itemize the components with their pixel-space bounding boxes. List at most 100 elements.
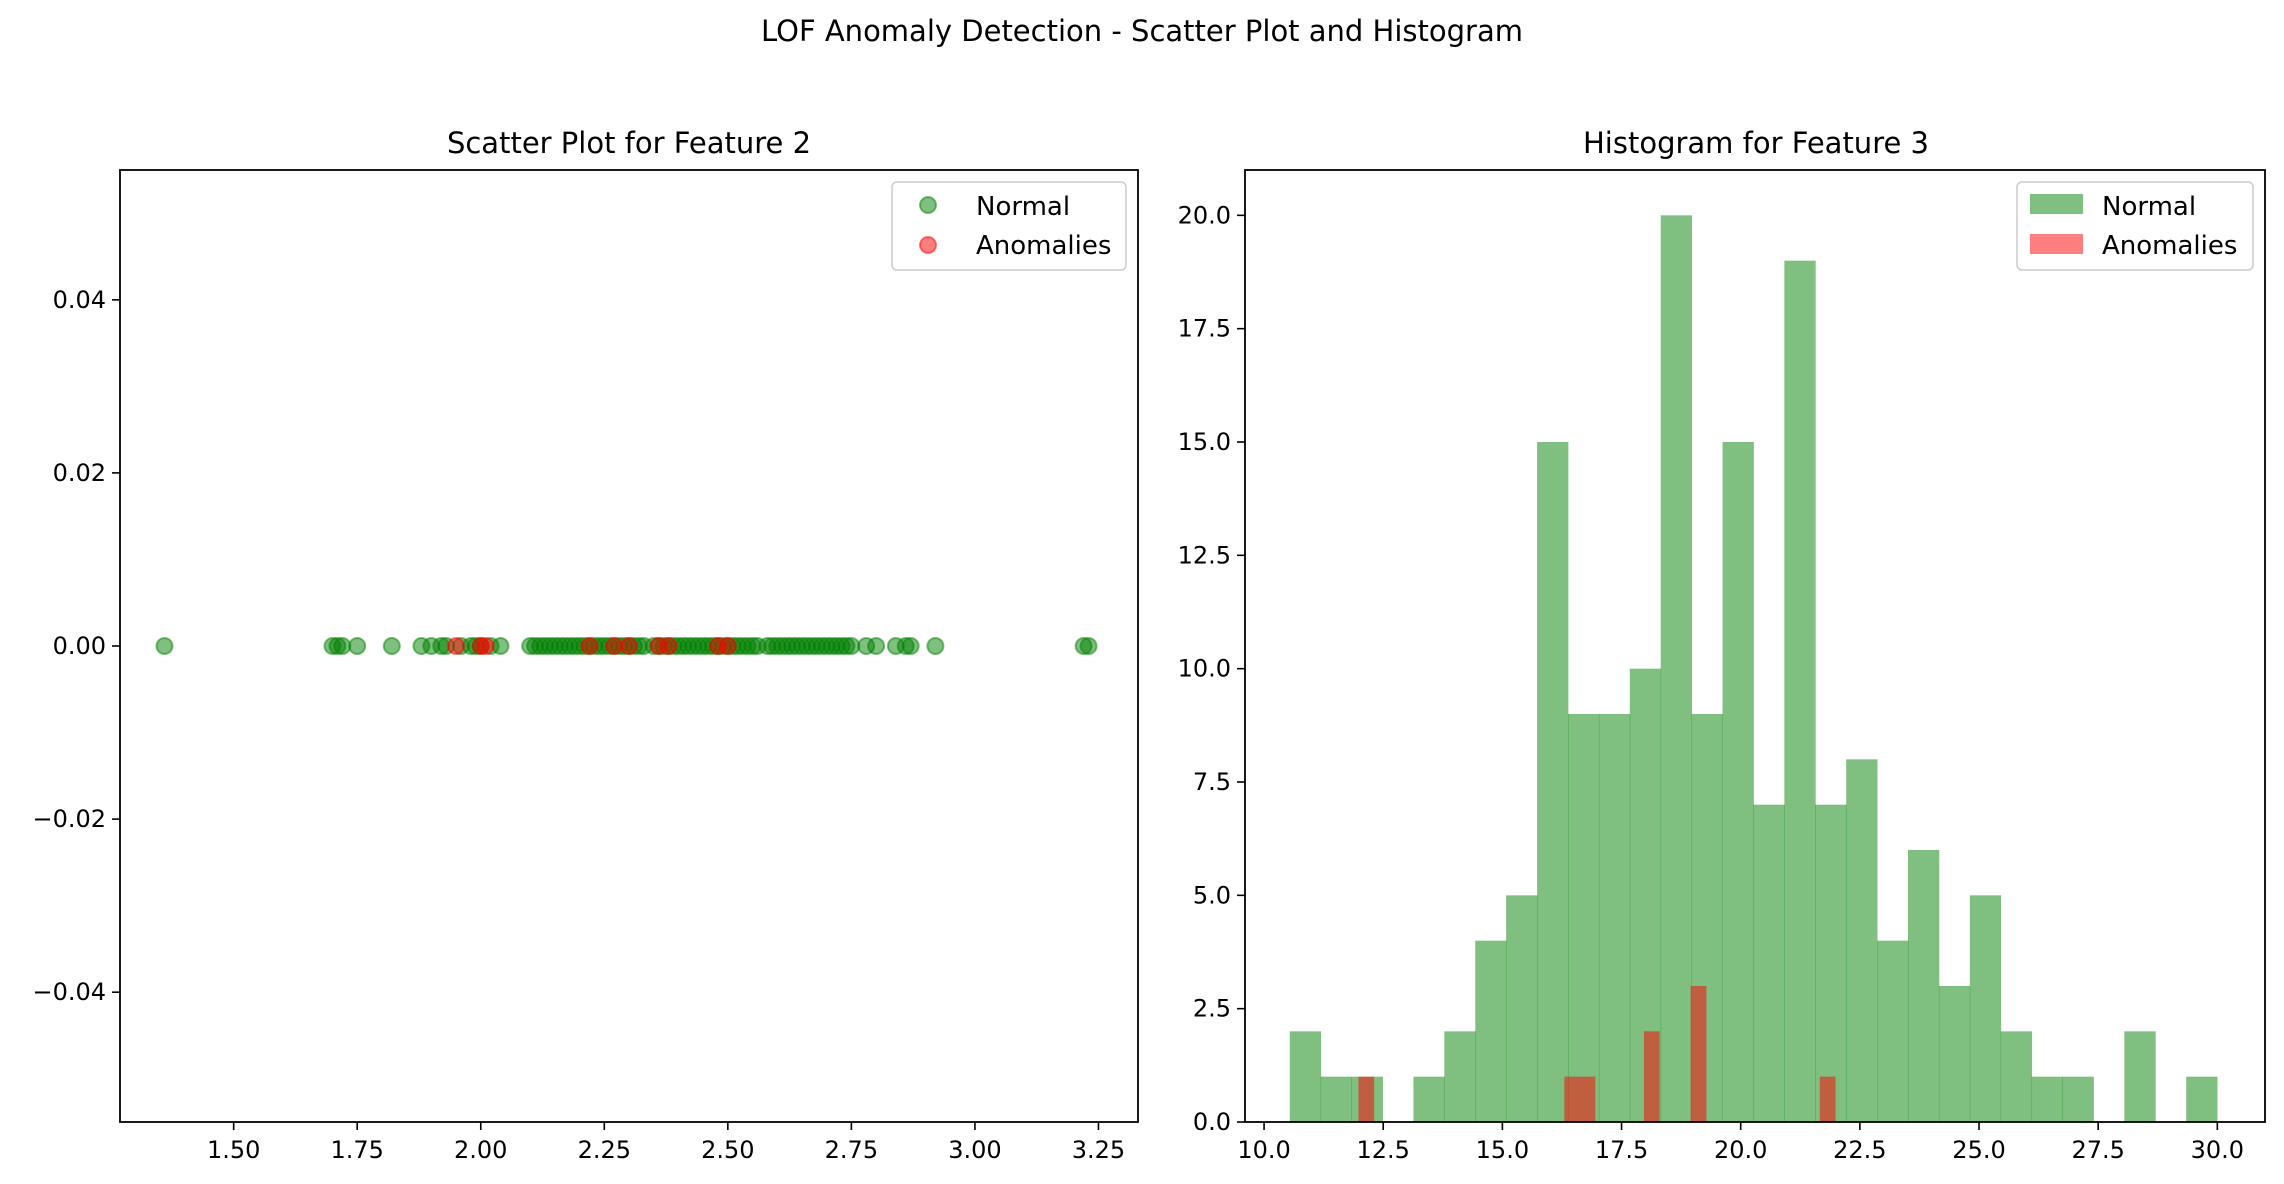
scatter-ytick-label: 0.00 <box>53 632 106 660</box>
histogram-xtick-label: 12.5 <box>1357 1136 1410 1164</box>
histogram-bar-normal <box>1444 1031 1476 1122</box>
scatter-ytick-label: 0.02 <box>53 459 106 487</box>
scatter-point-normal <box>901 637 920 655</box>
histogram-bar-anomaly <box>1358 1076 1375 1122</box>
scatter-xtick-label: 3.00 <box>948 1136 1001 1164</box>
scatter-point-normal <box>348 637 367 655</box>
scatter-xtick-label: 2.50 <box>701 1136 754 1164</box>
scatter-point-anomaly <box>620 637 638 655</box>
histogram-bar-normal <box>1877 940 1909 1122</box>
scatter-title: Scatter Plot for Feature 2 <box>447 126 811 160</box>
scatter-point-anomaly <box>447 637 466 655</box>
histogram-bars-anomalies <box>1358 986 1836 1122</box>
scatter-xtick-label: 3.25 <box>1072 1136 1125 1164</box>
scatter-point-anomaly <box>580 637 599 655</box>
scatter-point-anomaly <box>659 637 678 655</box>
histogram-bar-normal <box>1753 804 1785 1122</box>
scatter-legend-marker-anomalies <box>919 236 937 254</box>
histogram-bar-anomaly <box>1564 1076 1596 1122</box>
scatter-xtick-label: 2.75 <box>825 1136 878 1164</box>
histogram-ytick-label: 20.0 <box>1178 201 1231 229</box>
histogram-ytick-label: 0.0 <box>1193 1108 1231 1136</box>
histogram-bar-normal <box>2000 1031 2033 1122</box>
scatter-xtick-label: 2.00 <box>454 1136 507 1164</box>
histogram-ytick-label: 2.5 <box>1193 995 1231 1023</box>
histogram-bar-normal <box>1598 714 1631 1122</box>
histogram-ytick-label: 15.0 <box>1178 428 1231 456</box>
histogram-plot-frame <box>1244 169 2266 1123</box>
scatter-ytick-label: 0.04 <box>53 286 106 314</box>
histogram-bar-anomaly <box>1643 1031 1660 1122</box>
scatter-legend-label-normal: Normal <box>976 192 1070 222</box>
scatter-point-normal <box>926 637 945 655</box>
histogram-ytick-label: 7.5 <box>1193 768 1231 796</box>
scatter-legend: Normal Anomalies <box>891 181 1127 271</box>
histogram-ytick-label: 12.5 <box>1178 541 1231 569</box>
histogram-bar-normal <box>1969 895 2002 1122</box>
histogram-legend-label-normal: Normal <box>2102 192 2196 222</box>
histogram-bar-normal <box>1537 442 1569 1122</box>
histogram-legend-label-anomalies: Anomalies <box>2102 231 2237 261</box>
histogram-bar-anomaly <box>1819 1076 1836 1122</box>
scatter-chart: Scatter Plot for Feature 2 1.50 1.75 2.00 2… <box>32 126 1139 1164</box>
scatter-point-normal <box>155 637 174 655</box>
scatter-legend-label-anomalies: Anomalies <box>976 231 1111 261</box>
histogram-bar-normal <box>1908 850 1940 1122</box>
scatter-point-normal <box>382 637 401 655</box>
histogram-legend-swatch-anomalies <box>2030 234 2083 254</box>
histogram-xtick-label: 27.5 <box>2071 1136 2124 1164</box>
histogram-bar-normal <box>1413 1076 1445 1122</box>
histogram-xtick-label: 22.5 <box>1833 1136 1886 1164</box>
histogram-legend: Normal Anomalies <box>2016 181 2254 271</box>
histogram-bar-anomaly <box>1690 986 1707 1122</box>
histogram-ytick-label: 10.0 <box>1178 655 1231 683</box>
histogram-bar-normal <box>1567 714 1600 1122</box>
scatter-plot-frame <box>119 169 1139 1123</box>
scatter-point-normal <box>842 637 861 655</box>
histogram-bar-normal <box>1320 1076 1353 1122</box>
histogram-bar-normal <box>1289 1031 1322 1122</box>
histogram-bar-normal <box>1475 940 1507 1122</box>
scatter-xtick-label: 1.75 <box>330 1136 383 1164</box>
histogram-xtick-label: 30.0 <box>2191 1136 2244 1164</box>
histogram-xtick-label: 10.0 <box>1237 1136 1290 1164</box>
scatter-point-anomaly <box>605 637 624 655</box>
histogram-bar-normal <box>1846 759 1878 1122</box>
histogram-bar-normal <box>1722 442 1754 1122</box>
histogram-bar-normal <box>1784 260 1816 1123</box>
scatter-xtick-label: 1.50 <box>207 1136 260 1164</box>
histogram-chart: Histogram for Feature 3 10.0 12.5 15.0 17.5… <box>1178 126 2266 1164</box>
histogram-ytick-label: 5.0 <box>1193 881 1231 909</box>
histogram-bar-normal <box>1506 895 1538 1122</box>
histogram-ticks: 10.0 12.5 15.0 17.5 20.0 22.5 25.0 27.5 30.0 0.0 2… <box>1178 201 2244 1164</box>
histogram-xtick-label: 15.0 <box>1476 1136 1529 1164</box>
histogram-xtick-label: 20.0 <box>1714 1136 1767 1164</box>
histogram-legend-swatch-normal <box>2030 194 2083 214</box>
scatter-points <box>155 637 1098 655</box>
histogram-bar-normal <box>2062 1076 2094 1122</box>
scatter-legend-box <box>891 181 1127 271</box>
histogram-bar-normal <box>1938 986 1971 1122</box>
histogram-bar-normal <box>2186 1076 2218 1122</box>
scatter-ticks: 1.50 1.75 2.00 2.25 2.50 2.75 3.00 3.25 0.04 0.02… <box>32 286 1125 1164</box>
histogram-bar-normal <box>2124 1031 2156 1122</box>
histogram-bars-normal <box>1289 215 2218 1123</box>
histogram-bar-normal <box>1660 215 1693 1123</box>
scatter-ytick-label: −0.02 <box>32 805 106 833</box>
histogram-title: Histogram for Feature 3 <box>1583 126 1929 160</box>
scatter-point-normal <box>867 637 886 655</box>
scatter-point-anomaly <box>718 637 737 655</box>
scatter-xtick-label: 2.25 <box>578 1136 631 1164</box>
scatter-point-normal <box>1079 637 1098 655</box>
scatter-point-normal <box>333 637 352 655</box>
scatter-point-normal <box>491 637 510 655</box>
scatter-ytick-label: −0.04 <box>32 978 106 1006</box>
histogram-bar-normal <box>2031 1076 2063 1122</box>
figure-suptitle: LOF Anomaly Detection - Scatter Plot and… <box>761 14 1523 48</box>
histogram-bar-normal <box>1815 804 1847 1122</box>
scatter-legend-marker-normal <box>919 196 937 214</box>
scatter-point-anomaly <box>476 637 495 655</box>
histogram-xtick-label: 17.5 <box>1595 1136 1648 1164</box>
histogram-xtick-label: 25.0 <box>1952 1136 2005 1164</box>
